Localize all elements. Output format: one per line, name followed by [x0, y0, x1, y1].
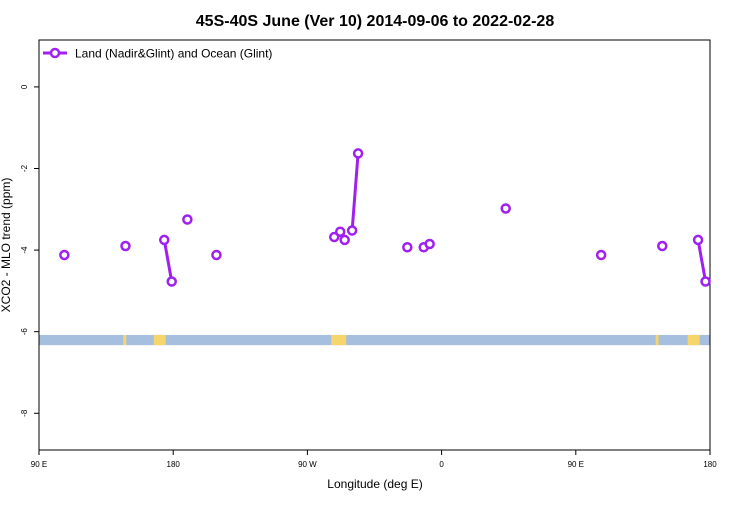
data-point [700, 276, 711, 287]
map-strip [39, 334, 710, 346]
land-patch [331, 334, 347, 346]
y-tick-label: 0 [20, 84, 29, 89]
y-tick-label: -4 [20, 246, 29, 254]
data-point [500, 203, 511, 214]
legend-label: Land (Nadir&Glint) and Ocean (Glint) [75, 47, 272, 61]
x-tick-label: 180 [703, 460, 717, 469]
legend-marker [49, 47, 61, 59]
y-axis-label: XCO2 - MLO trend (ppm) [0, 178, 13, 313]
x-axis-label: Longitude (deg E) [327, 477, 422, 491]
x-tick-label: 90 W [298, 460, 317, 469]
data-point [211, 249, 222, 261]
x-axis-ticks: 90 E 180 90 W 0 90 E 180 [31, 450, 717, 469]
data-point [334, 226, 346, 237]
series [59, 148, 711, 287]
x-tick-label: 90 E [31, 460, 47, 469]
ocean-band [39, 334, 710, 346]
data-point [166, 276, 177, 287]
series-line [162, 239, 174, 282]
data-point [159, 234, 170, 246]
series-layer [59, 148, 711, 287]
chart-title: 45S-40S June (Ver 10) 2014-09-06 to 2022… [196, 13, 555, 30]
data-point [402, 241, 413, 253]
data-point [120, 240, 131, 252]
series-line [350, 153, 360, 231]
y-tick-label: -2 [20, 164, 29, 172]
y-axis-ticks: 0 -2 -4 -6 -8 [20, 84, 39, 417]
plot-frame [38, 39, 711, 451]
land-patch [123, 334, 127, 346]
data-point [692, 234, 704, 246]
y-tick-label: -8 [20, 409, 29, 417]
legend: Land (Nadir&Glint) and Ocean (Glint) [43, 47, 272, 61]
land-patch [655, 334, 659, 346]
data-point [595, 249, 607, 261]
x-tick-label: 180 [167, 460, 181, 469]
data-point [657, 240, 668, 252]
data-point [352, 148, 364, 159]
y-tick-label: -6 [20, 328, 29, 336]
data-point [424, 238, 435, 250]
series-line [696, 239, 708, 282]
land-patch [687, 334, 700, 346]
data-point [182, 214, 193, 225]
data-point [346, 225, 358, 236]
x-tick-label: 90 E [568, 460, 584, 469]
x-tick-label: 0 [439, 460, 444, 469]
land-patch [153, 334, 166, 346]
data-point [59, 249, 70, 261]
data-point [339, 234, 350, 246]
